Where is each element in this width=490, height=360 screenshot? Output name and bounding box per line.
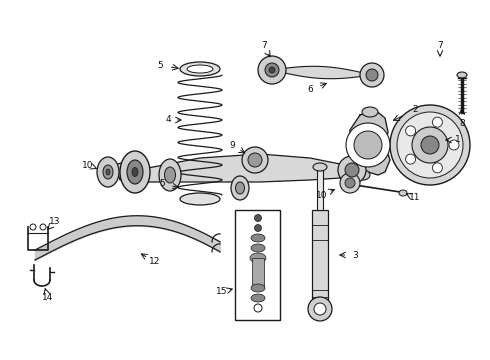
Polygon shape bbox=[148, 154, 355, 182]
Text: 8: 8 bbox=[459, 118, 465, 127]
Circle shape bbox=[406, 126, 416, 136]
Ellipse shape bbox=[250, 253, 266, 263]
Ellipse shape bbox=[457, 72, 467, 78]
Circle shape bbox=[345, 163, 359, 177]
Circle shape bbox=[346, 123, 390, 167]
Ellipse shape bbox=[251, 234, 265, 242]
Ellipse shape bbox=[103, 165, 113, 179]
Ellipse shape bbox=[165, 167, 175, 183]
Circle shape bbox=[340, 173, 360, 193]
Ellipse shape bbox=[97, 157, 119, 187]
Ellipse shape bbox=[313, 163, 327, 171]
Circle shape bbox=[40, 224, 46, 230]
Text: 9: 9 bbox=[229, 140, 235, 149]
Circle shape bbox=[254, 215, 262, 221]
Ellipse shape bbox=[187, 65, 213, 73]
Circle shape bbox=[269, 67, 275, 73]
Text: 15: 15 bbox=[216, 288, 228, 297]
Text: 7: 7 bbox=[261, 41, 267, 50]
Circle shape bbox=[449, 140, 459, 150]
Ellipse shape bbox=[236, 182, 245, 194]
Ellipse shape bbox=[362, 107, 378, 117]
Text: 5: 5 bbox=[157, 60, 163, 69]
Text: 12: 12 bbox=[149, 257, 161, 266]
Bar bbox=[252, 258, 264, 286]
Text: 10: 10 bbox=[316, 190, 328, 199]
Ellipse shape bbox=[251, 244, 265, 252]
Ellipse shape bbox=[251, 294, 265, 302]
Circle shape bbox=[397, 112, 463, 178]
Text: 14: 14 bbox=[42, 293, 54, 302]
Ellipse shape bbox=[356, 170, 370, 180]
Ellipse shape bbox=[399, 190, 407, 196]
Circle shape bbox=[421, 136, 439, 154]
Ellipse shape bbox=[132, 167, 138, 176]
Ellipse shape bbox=[251, 284, 265, 292]
Circle shape bbox=[412, 127, 448, 163]
Ellipse shape bbox=[231, 176, 249, 200]
Text: 13: 13 bbox=[49, 217, 61, 226]
Text: 7: 7 bbox=[437, 41, 443, 50]
Text: 2: 2 bbox=[412, 105, 418, 114]
Ellipse shape bbox=[159, 159, 181, 191]
Polygon shape bbox=[272, 66, 372, 79]
Circle shape bbox=[314, 303, 326, 315]
Circle shape bbox=[30, 224, 36, 230]
Ellipse shape bbox=[127, 160, 143, 184]
Ellipse shape bbox=[106, 169, 110, 175]
Circle shape bbox=[360, 63, 384, 87]
Circle shape bbox=[338, 156, 366, 184]
Text: 1: 1 bbox=[455, 135, 461, 144]
Circle shape bbox=[406, 154, 416, 164]
Ellipse shape bbox=[180, 193, 220, 205]
Text: 11: 11 bbox=[409, 194, 421, 202]
Circle shape bbox=[308, 297, 332, 321]
Circle shape bbox=[432, 163, 442, 173]
Text: 4: 4 bbox=[165, 116, 171, 125]
Polygon shape bbox=[115, 160, 148, 182]
Circle shape bbox=[242, 147, 268, 173]
Ellipse shape bbox=[180, 62, 220, 76]
Polygon shape bbox=[348, 110, 390, 175]
Circle shape bbox=[366, 69, 378, 81]
Circle shape bbox=[354, 131, 382, 159]
Circle shape bbox=[390, 105, 470, 185]
Bar bbox=[312, 210, 328, 300]
Circle shape bbox=[345, 178, 355, 188]
Circle shape bbox=[254, 225, 262, 231]
Circle shape bbox=[265, 63, 279, 77]
Text: 10: 10 bbox=[82, 161, 94, 170]
Text: 5: 5 bbox=[159, 180, 165, 189]
Ellipse shape bbox=[120, 151, 150, 193]
Circle shape bbox=[258, 56, 286, 84]
Bar bbox=[235, 210, 280, 320]
Circle shape bbox=[248, 153, 262, 167]
Text: 6: 6 bbox=[307, 85, 313, 94]
Circle shape bbox=[432, 117, 442, 127]
Bar bbox=[317, 170, 323, 210]
Text: 3: 3 bbox=[352, 251, 358, 260]
